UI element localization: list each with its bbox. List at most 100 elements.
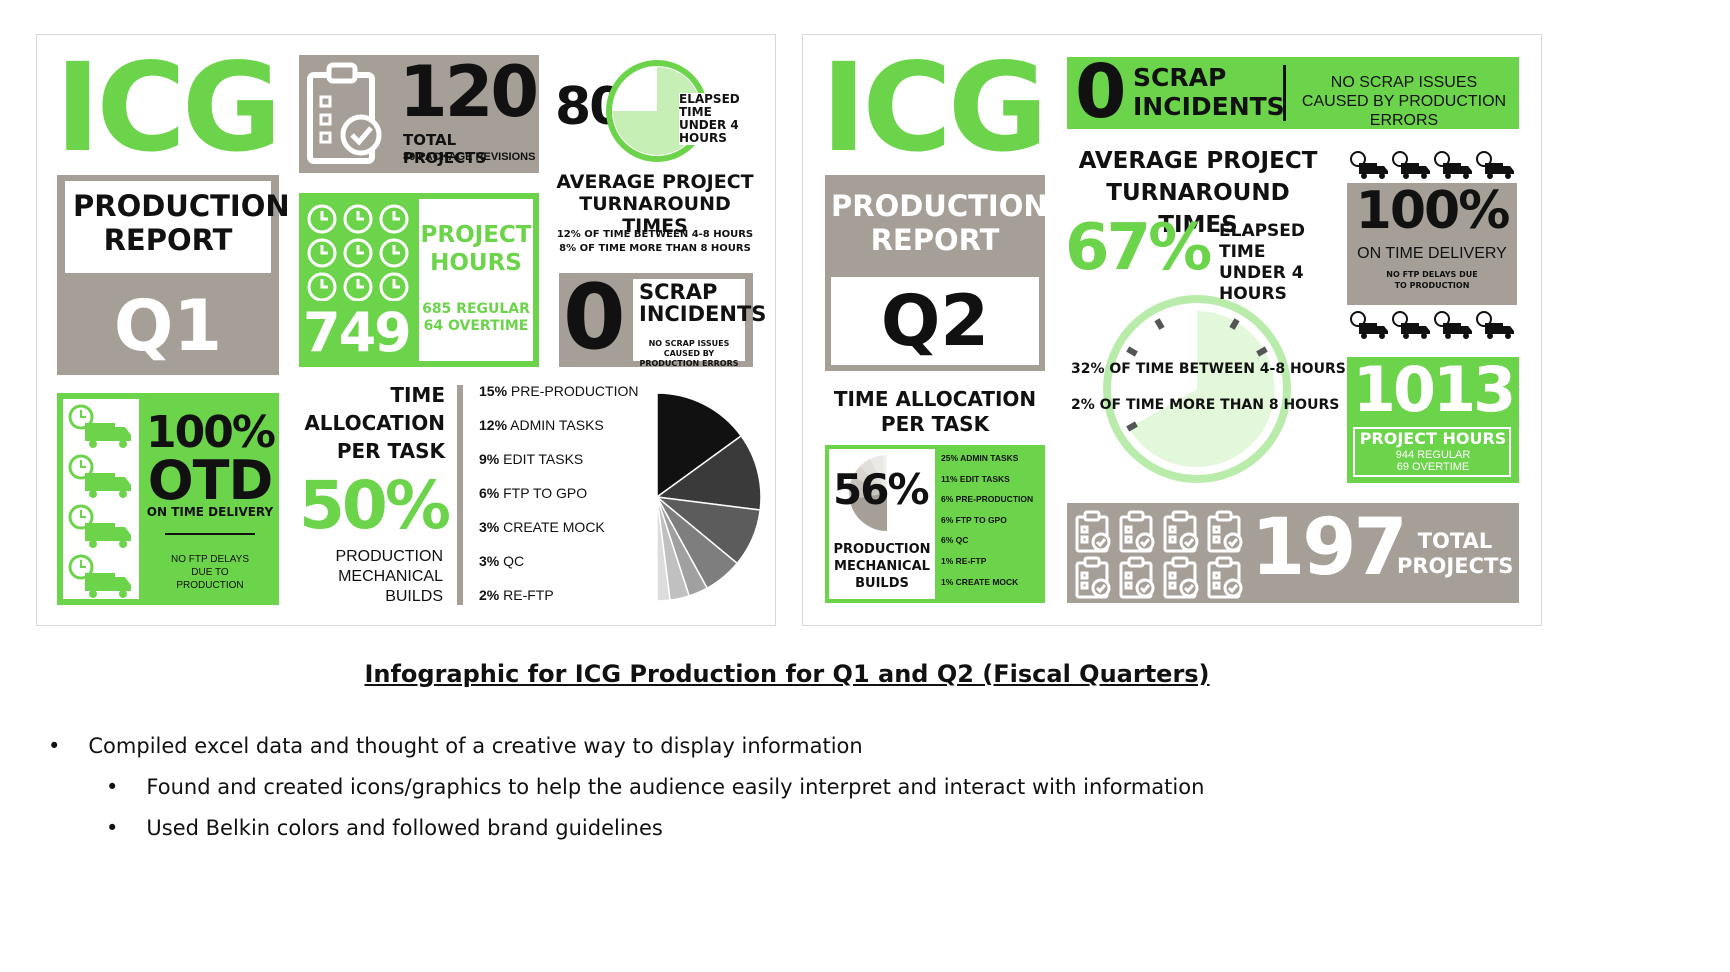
- q1-quarter: Q1: [113, 285, 223, 367]
- q1-hours-value: 749: [303, 301, 412, 364]
- q2-task: 6% QC: [941, 535, 969, 546]
- q1-projects-sub: 80 PACKAGE REVISIONS: [403, 151, 536, 163]
- q1-task: 3% QC: [479, 553, 525, 569]
- q1-hours-overtime: 64 OVERTIME: [423, 318, 529, 334]
- bullet-item: • Used Belkin colors and followed brand g…: [106, 816, 663, 840]
- q1-hours-title: PROJECT HOURS: [420, 222, 532, 276]
- q1-projects-label: TOTAL PROJECTS: [403, 131, 487, 167]
- q2-scrap-banner: 0 SCRAP INCIDENTS NO SCRAP ISSUES CAUSED…: [1067, 49, 1519, 135]
- bullet-dot: •: [106, 816, 119, 840]
- q2-allocation-title: TIME ALLOCATION PER TASK: [833, 387, 1037, 436]
- q2-hours-title: PROJECT HOURS: [1359, 429, 1507, 448]
- q2-hours-overtime: 69 OVERTIME: [1396, 461, 1470, 473]
- q1-otd-label: ON TIME DELIVERY: [146, 505, 274, 519]
- bullet-item: • Compiled excel data and thought of a cr…: [48, 734, 863, 758]
- q1-hours-regular: 685 REGULAR: [422, 301, 530, 317]
- q2-otd-note: NO FTP DELAYS DUE TO PRODUCTION: [1386, 270, 1478, 290]
- q2-task: 25% ADMIN TASKS: [941, 453, 1019, 463]
- q1-scrap-box: 0 SCRAP INCIDENTS NO SCRAP ISSUES CAUSED…: [559, 265, 767, 370]
- pie-slice: [852, 466, 887, 493]
- q2-task-list: 25% ADMIN TASKS 11% EDIT TASKS 6% PRE-PR…: [941, 453, 1043, 597]
- q2-quarter-box: [831, 277, 1039, 365]
- q1-task: 12% ADMIN TASKS: [479, 417, 604, 433]
- q2-allocation-percent: 56%: [833, 465, 930, 514]
- truck-stopwatch-icons: [68, 404, 133, 599]
- q2-report-title: PRODUCTION REPORT: [831, 189, 1048, 257]
- q2-projects-value: 197: [1251, 503, 1408, 593]
- pie-slice: [870, 455, 887, 493]
- q1-scrap-title: SCRAP INCIDENTS: [639, 280, 767, 326]
- bullet-dot: •: [106, 775, 119, 799]
- pie-slice: [849, 476, 887, 500]
- clipboard-icon: [307, 62, 382, 164]
- q1-otd-big1: 100%: [146, 407, 276, 458]
- q2-otd-label: ON TIME DELIVERY: [1357, 245, 1507, 262]
- q1-report-box: PRODUCTION REPORT Q1: [57, 175, 290, 375]
- pie-slice: [656, 496, 671, 602]
- pie-slice: [849, 493, 887, 531]
- stopwatch-icons: [307, 204, 409, 301]
- pie-slice: [882, 455, 887, 493]
- q1-pie-chart: [654, 392, 761, 602]
- q2-task: 11% EDIT TASKS: [941, 473, 1010, 484]
- q1-allocation-percent: 50%: [299, 467, 451, 544]
- q1-report-title: PRODUCTION REPORT: [65, 181, 290, 273]
- q1-scrap-note: NO SCRAP ISSUES CAUSED BY PRODUCTION ERR…: [639, 339, 739, 368]
- pie-slice: [655, 434, 761, 511]
- q2-task: 6% PRE-PRODUCTION: [941, 494, 1034, 505]
- q2-hours-value: 1013: [1352, 353, 1517, 426]
- q2-quarter: Q2: [880, 280, 990, 362]
- pie-slice: [860, 458, 887, 493]
- infographic-caption: Infographic for ICG Production for Q1 an…: [364, 660, 1210, 688]
- q2-hours-frame: [1353, 427, 1511, 477]
- q2-scrap-note: NO SCRAP ISSUES CAUSED BY PRODUCTION ERR…: [1301, 74, 1507, 129]
- q2-logo: ICG: [821, 37, 1048, 179]
- pie-slice: [656, 392, 743, 499]
- q1-hours-box: PROJECT HOURS 749 685 REGULAR 64 OVERTIM…: [299, 193, 539, 367]
- q1-task: 3% CREATE MOCK: [479, 519, 605, 535]
- q2-task: 6% FTP TO GPO: [941, 514, 1007, 525]
- q1-task: 15% PRE-PRODUCTION: [479, 383, 639, 399]
- q1-logo: ICG: [55, 37, 282, 179]
- q1-task: 9% EDIT TASKS: [479, 451, 584, 467]
- q1-scrap-inner: [633, 279, 745, 361]
- q1-projects-value: 120: [399, 51, 539, 133]
- bullet-dot: •: [48, 734, 61, 758]
- q1-hours-inner: [419, 199, 533, 361]
- q2-hours-regular: 944 REGULAR: [1395, 449, 1471, 461]
- q1-elapsed: ELAPSED TIME UNDER 4 HOURS: [679, 93, 763, 145]
- q1-projects-box: 120 TOTAL PROJECTS 80 PACKAGE REVISIONS: [299, 51, 539, 173]
- q2-turnaround-title: AVERAGE PROJECT TURNAROUND TIMES: [1078, 148, 1318, 238]
- q2-scrap-divider: [1283, 65, 1286, 121]
- q1-otd-divider: [165, 533, 255, 535]
- q2-elapsed: ELAPSED TIME UNDER 4 HOURS: [1219, 221, 1306, 304]
- clipboard-icons: [1075, 510, 1243, 599]
- q1-task: 6% FTP TO GPO: [479, 485, 588, 501]
- q2-scrap-title: SCRAP INCIDENTS: [1133, 63, 1285, 121]
- q2-report-box: PRODUCTION REPORT Q2: [825, 175, 1048, 371]
- q1-otd-box: 100% OTD ON TIME DELIVERY NO FTP DELAYS …: [57, 393, 279, 605]
- q2-task: 1% RE-FTP: [941, 555, 987, 566]
- q2-clock-icon: [1103, 295, 1291, 483]
- q2-task: 1% CREATE MOCK: [941, 576, 1019, 587]
- q2-turn-line1: 32% OF TIME BETWEEN 4-8 HOURS: [1071, 361, 1346, 377]
- q1-turn-line2: 8% OF TIME MORE THAN 8 HOURS: [559, 243, 751, 254]
- q1-infographic: ICG PRODUCTION REPORT Q1 120 TOTAL PROJE…: [36, 34, 776, 626]
- q1-allocation-title: TIME ALLOCATION PER TASK: [304, 383, 445, 463]
- q1-allocation-divider: [457, 385, 463, 605]
- q1-task: 2% RE-FTP: [479, 587, 554, 603]
- q1-turnaround-title: AVERAGE PROJECT TURNAROUND TIMES: [556, 171, 754, 237]
- q2-scrap-value: 0: [1075, 49, 1127, 135]
- q2-allocation-caption: PRODUCTION MECHANICAL BUILDS: [833, 542, 931, 591]
- q2-projects-label: TOTAL PROJECTS: [1397, 529, 1514, 578]
- q2-otd-box: 100% ON TIME DELIVERY NO FTP DELAYS DUE …: [1347, 181, 1517, 305]
- q1-turn-line1: 12% OF TIME BETWEEN 4-8 HOURS: [556, 229, 754, 240]
- q2-infographic: ICG 0 SCRAP INCIDENTS NO SCRAP ISSUES CA…: [802, 34, 1542, 626]
- q2-hours-box: 1013 PROJECT HOURS 944 REGULAR 69 OVERTI…: [1347, 353, 1519, 483]
- q1-scrap-value: 0: [563, 265, 626, 370]
- truck-icons-top: [1350, 151, 1515, 180]
- q1-task-list: 15% PRE-PRODUCTION 12% ADMIN TASKS 9% ED…: [479, 383, 649, 621]
- q1-otd-note: NO FTP DELAYS DUE TO PRODUCTION: [171, 554, 249, 591]
- q2-projects-box: 197 TOTAL PROJECTS: [1067, 503, 1519, 603]
- q1-allocation-caption: PRODUCTION MECHANICAL BUILDS: [335, 548, 443, 605]
